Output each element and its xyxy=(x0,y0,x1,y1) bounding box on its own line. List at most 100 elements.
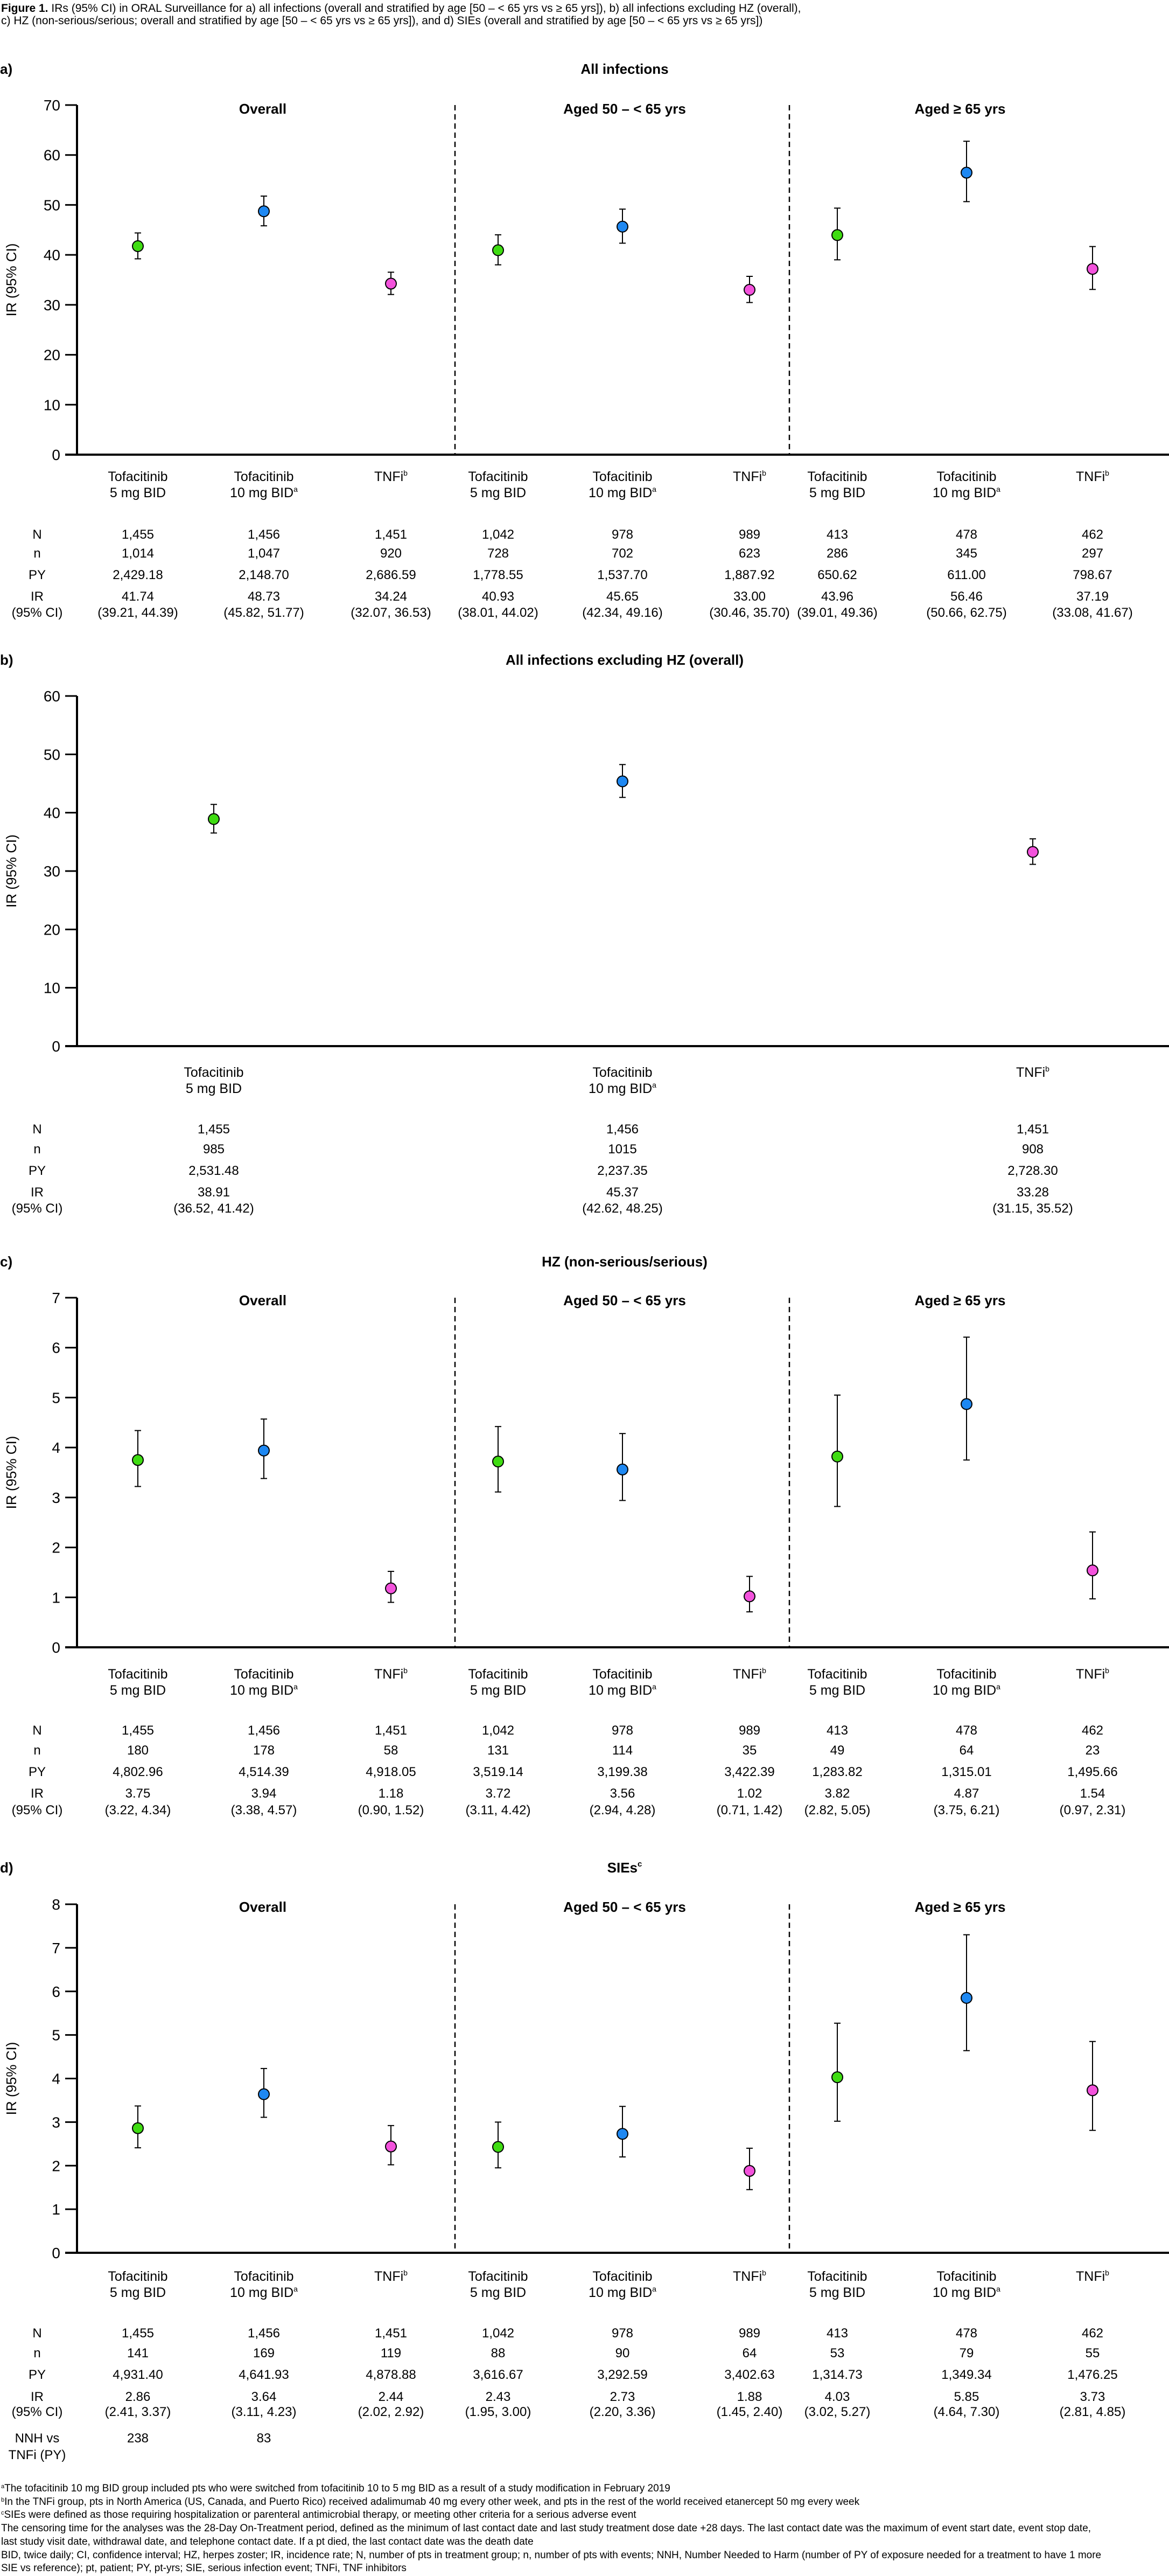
footnote-marker: b xyxy=(1,2496,5,2503)
category-label-line-2-text: 10 mg BID xyxy=(589,2285,652,2300)
table-cell-CI: (3.38, 4.57) xyxy=(231,1803,297,1818)
table-cell-n: 131 xyxy=(487,1743,509,1758)
footnote-text: last study visit date, withdrawal date, … xyxy=(1,2536,534,2547)
table-cell-IR: 40.93 xyxy=(482,589,514,604)
table-row-label: IR xyxy=(31,589,44,604)
footnote-line: The censoring time for the analyses was … xyxy=(1,2522,1101,2536)
table-cell-CI: (3.75, 6.21) xyxy=(934,1803,1000,1818)
category-label-line-2: 5 mg BID xyxy=(809,1683,865,1698)
table-cell-N: 478 xyxy=(956,2326,977,2341)
table-row-label: PY xyxy=(29,1765,46,1779)
table-cell-n: 64 xyxy=(743,2346,757,2361)
table-cell-n: 985 xyxy=(203,1142,225,1157)
footnote-text: SIEs were defined as those requiring hos… xyxy=(4,2509,636,2521)
y-tick-label: 0 xyxy=(52,2245,60,2261)
category-label-line-1: Tofacitinib xyxy=(184,1065,243,1080)
category-label-line-2: 10 mg BIDa xyxy=(230,1682,298,1698)
data-point-marker xyxy=(492,244,504,256)
table-cell-n: 920 xyxy=(380,546,402,561)
table-row-label: PY xyxy=(29,1164,46,1178)
data-point-group xyxy=(208,804,220,834)
category-label-line-2-text: 10 mg BID xyxy=(230,2285,293,2300)
category-label-line-2: 5 mg BID xyxy=(470,485,526,500)
data-point-group xyxy=(831,2022,843,2122)
table-cell-n: 79 xyxy=(960,2346,974,2361)
category-label: TNFib xyxy=(1076,2268,1109,2284)
category-label: Tofacitinib xyxy=(234,469,293,484)
category-label: Tofacitinib xyxy=(592,1065,652,1080)
y-tick-label: 4 xyxy=(52,2071,60,2087)
table-cell-N: 413 xyxy=(827,1723,848,1738)
table-cell-CI: (45.82, 51.77) xyxy=(223,605,304,620)
data-point-group xyxy=(744,1576,755,1613)
section-title: Overall xyxy=(239,1292,286,1308)
y-tick-label: 0 xyxy=(52,447,60,463)
table-cell-n: 286 xyxy=(827,546,848,561)
data-point-group xyxy=(961,1934,972,2051)
y-axis-label: IR (95% CI) xyxy=(3,1436,19,1509)
category-label: Tofacitinib xyxy=(468,2269,528,2284)
footnotes: aThe tofacitinib 10 mg BID group include… xyxy=(1,2482,1101,2575)
table-cell-CI: (3.11, 4.23) xyxy=(232,2405,297,2419)
data-point-group xyxy=(258,196,270,227)
y-tick-label: 20 xyxy=(44,347,60,364)
data-point-marker xyxy=(617,220,628,233)
category-label-line-1: Tofacitinib xyxy=(592,2269,652,2284)
y-tick-label: 40 xyxy=(44,247,60,263)
y-tick-label: 2 xyxy=(52,2157,60,2174)
category-label-line-2-text: 10 mg BID xyxy=(589,1683,652,1698)
category-label-line-2: 5 mg BID xyxy=(186,1081,242,1096)
y-axis-label: IR (95% CI) xyxy=(3,2042,19,2115)
table-cell-N: 989 xyxy=(739,1723,760,1738)
table-cell-IR: 3.73 xyxy=(1080,2390,1105,2404)
data-point-marker xyxy=(132,2122,144,2134)
category-superscript: b xyxy=(762,2268,766,2277)
category-label-line-1: Tofacitinib xyxy=(592,469,652,484)
table-cell-IR: 3.56 xyxy=(610,1786,635,1801)
category-superscript: b xyxy=(762,1666,766,1675)
data-point-marker xyxy=(492,1456,504,1468)
table-row-label: (95% CI) xyxy=(12,1803,63,1818)
category-label-line-2-text: 5 mg BID xyxy=(110,2285,166,2300)
category-superscript: a xyxy=(652,2285,656,2293)
table-cell-n: 35 xyxy=(743,1743,757,1758)
table-cell-n: 178 xyxy=(253,1743,275,1758)
y-tick-label: 7 xyxy=(52,1290,60,1306)
table-cell-n: 702 xyxy=(612,546,633,561)
data-point-group xyxy=(1087,2041,1098,2131)
data-point-group xyxy=(258,1418,270,1479)
category-label-line-2-text: 5 mg BID xyxy=(470,485,526,500)
category-label-line-1: Tofacitinib xyxy=(592,1065,652,1080)
nnh-value: 83 xyxy=(257,2431,271,2446)
table-cell-CI: (0.97, 2.31) xyxy=(1060,1803,1126,1818)
table-row-label: N xyxy=(32,2326,41,2341)
panel-b: b) All infections excluding HZ (overall) 0… xyxy=(0,652,1169,1216)
table-cell-PY: 2,728.30 xyxy=(1007,1164,1058,1178)
footnote-text: The censoring time for the analyses was … xyxy=(1,2523,1091,2535)
table-cell-CI: (42.62, 48.25) xyxy=(582,1201,662,1216)
table-cell-IR: 3.64 xyxy=(251,2390,277,2404)
data-point-marker xyxy=(132,240,144,253)
category-label: Tofacitinib xyxy=(807,1667,867,1682)
category-label-line-2-text: 10 mg BID xyxy=(230,485,293,500)
data-point-marker xyxy=(744,284,755,296)
category-superscript: a xyxy=(996,485,1000,493)
data-point-group xyxy=(385,1571,397,1603)
category-superscript: b xyxy=(403,1666,408,1675)
table-cell-IR: 34.24 xyxy=(375,589,407,604)
category-label: Tofacitinib xyxy=(592,469,652,484)
category-label-line-1: Tofacitinib xyxy=(936,2269,996,2284)
category-label-line-1: TNFi xyxy=(1076,1667,1105,1682)
category-label-line-2: 5 mg BID xyxy=(110,2285,166,2300)
data-point-marker xyxy=(744,1590,755,1603)
table-cell-n: 64 xyxy=(960,1743,974,1758)
data-point-marker xyxy=(492,2141,504,2153)
data-point-group xyxy=(1027,838,1039,865)
table-row-label: (95% CI) xyxy=(12,605,63,620)
y-tick-label: 2 xyxy=(52,1540,60,1556)
table-cell-PY: 1,495.66 xyxy=(1067,1765,1117,1779)
table-cell-IR: 2.43 xyxy=(486,2390,511,2404)
section-title: Overall xyxy=(239,101,286,117)
category-label-line-1: Tofacitinib xyxy=(807,469,867,484)
category-label-line-2-text: 10 mg BID xyxy=(589,1081,652,1096)
